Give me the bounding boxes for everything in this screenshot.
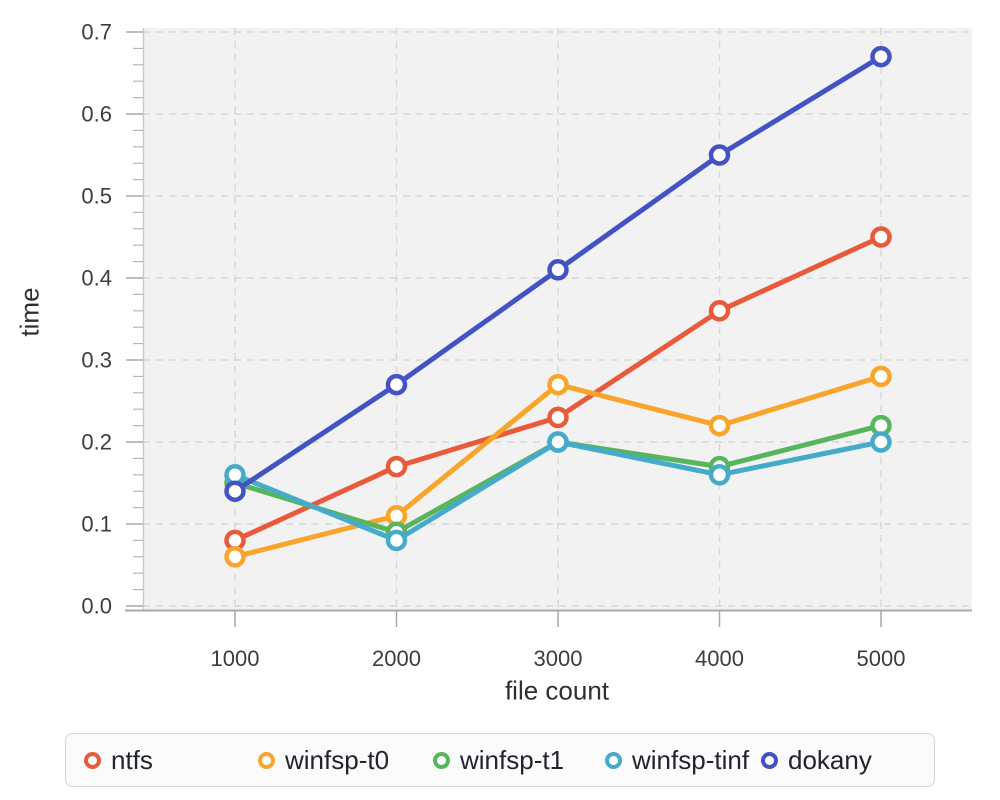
legend-marker-winfsp-t1-icon (433, 751, 450, 769)
y-tick-label: 0.7 (81, 20, 112, 45)
x-tick-label: 2000 (372, 646, 421, 671)
data-point-dokany (385, 373, 408, 396)
legend-marker-winfsp-t0-icon (258, 751, 275, 769)
y-axis-title: time (14, 287, 45, 337)
y-tick-label: 0.3 (81, 348, 112, 373)
x-tick-label: 5000 (857, 646, 906, 671)
data-point-winfsp-t0 (224, 546, 246, 568)
data-point-winfsp-tinf (870, 431, 892, 453)
data-point-winfsp-tinf (385, 529, 408, 552)
legend-marker-dokany-icon (761, 751, 778, 769)
legend-item-ntfs: ntfs (84, 745, 258, 776)
legend-item-winfsp-t0: winfsp-t0 (258, 745, 433, 776)
legend-label-ntfs: ntfs (111, 744, 153, 775)
data-point-winfsp-t0 (547, 373, 569, 396)
data-point-dokany (224, 480, 246, 502)
data-point-ntfs (547, 406, 569, 429)
data-point-ntfs (708, 300, 731, 322)
legend-marker-ntfs-icon (84, 751, 101, 769)
x-axis-title: file count (504, 675, 610, 706)
y-tick-label: 0.5 (81, 184, 112, 209)
data-point-dokany (547, 259, 569, 281)
y-tick-label: 0.2 (81, 430, 112, 455)
legend-label-winfsp-t0: winfsp-t0 (285, 744, 390, 775)
data-point-ntfs (385, 455, 408, 478)
y-tick-label: 0.1 (81, 512, 112, 537)
x-tick-label: 1000 (211, 646, 260, 671)
legend-item-winfsp-tinf: winfsp-tinf (605, 745, 761, 776)
legend-item-dokany: dokany (761, 745, 872, 776)
legend-marker-winfsp-tinf-icon (605, 751, 622, 769)
legend-label-winfsp-tinf: winfsp-tinf (632, 744, 750, 775)
y-tick-label: 0.4 (81, 266, 112, 291)
data-point-winfsp-t0 (870, 365, 892, 388)
legend-item-winfsp-t1: winfsp-t1 (433, 745, 605, 776)
data-point-winfsp-tinf (708, 464, 731, 486)
data-point-dokany (708, 144, 731, 166)
y-tick-label: 0.0 (81, 594, 112, 619)
data-point-winfsp-t0 (708, 414, 731, 437)
legend: ntfs winfsp-t0 winfsp-t1 winfsp-tinf dok… (65, 733, 935, 787)
legend-label-dokany: dokany (788, 744, 872, 775)
x-tick-label: 4000 (695, 646, 744, 671)
data-point-winfsp-tinf (547, 431, 569, 453)
legend-label-winfsp-t1: winfsp-t1 (460, 744, 565, 775)
y-tick-label: 0.6 (81, 102, 112, 127)
x-tick-label: 3000 (534, 646, 583, 671)
data-point-dokany (870, 45, 892, 68)
data-point-ntfs (870, 226, 892, 248)
